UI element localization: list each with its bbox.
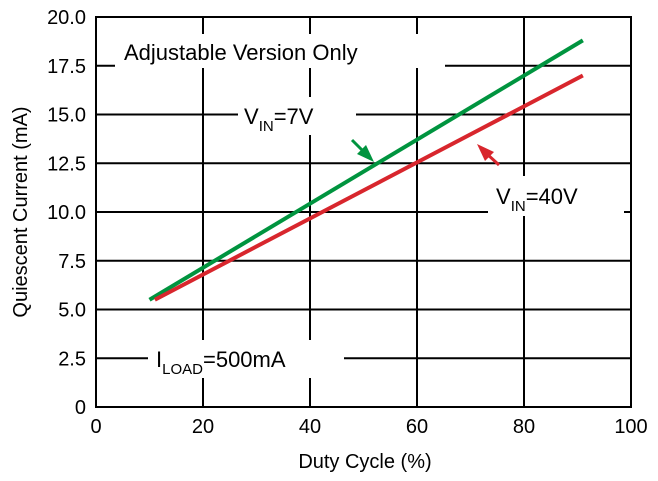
vin7-label-bg xyxy=(238,97,356,135)
y-tick-label: 10.0 xyxy=(47,202,86,224)
y-tick-label: 20.0 xyxy=(47,7,86,29)
y-tick-label: 0 xyxy=(75,397,86,419)
vin7-arrow xyxy=(350,138,374,162)
y-tick-label: 5.0 xyxy=(58,300,86,322)
y-tick-label: 17.5 xyxy=(47,56,86,78)
x-tick-label: 40 xyxy=(299,416,321,438)
x-tick-label: 60 xyxy=(406,416,428,438)
load-note-bg xyxy=(148,340,344,378)
y-tick-label: 12.5 xyxy=(47,153,86,175)
load-note: ILOAD=500mA xyxy=(156,347,286,378)
series-lines xyxy=(148,38,584,302)
vin40-label-bg xyxy=(488,176,624,216)
x-tick-label: 100 xyxy=(614,416,647,438)
y-axis-title: Quiescent Current (mA) xyxy=(10,106,32,317)
x-tick-label: 80 xyxy=(513,416,535,438)
x-axis-title: Duty Cycle (%) xyxy=(298,451,431,473)
plot-frame xyxy=(95,16,632,408)
tick-labels: 0 20 40 60 80 100 0 2.5 5.0 7.5 10.0 12.5 15.0 17.5 20… xyxy=(47,7,648,438)
y-tick-label: 2.5 xyxy=(58,348,86,370)
version-note-bg xyxy=(115,34,445,68)
vin40-arrow xyxy=(477,144,501,167)
vin40-label: VIN=40V xyxy=(496,184,578,215)
x-tick-label: 0 xyxy=(90,416,101,438)
vin7-label: VIN=7V xyxy=(244,104,314,135)
y-tick-label: 7.5 xyxy=(58,251,86,273)
x-tick-label: 20 xyxy=(192,416,214,438)
y-tick-label: 15.0 xyxy=(47,105,86,127)
series-line-0 xyxy=(148,38,584,302)
version-note: Adjustable Version Only xyxy=(124,40,358,65)
series-line-1 xyxy=(153,73,584,302)
